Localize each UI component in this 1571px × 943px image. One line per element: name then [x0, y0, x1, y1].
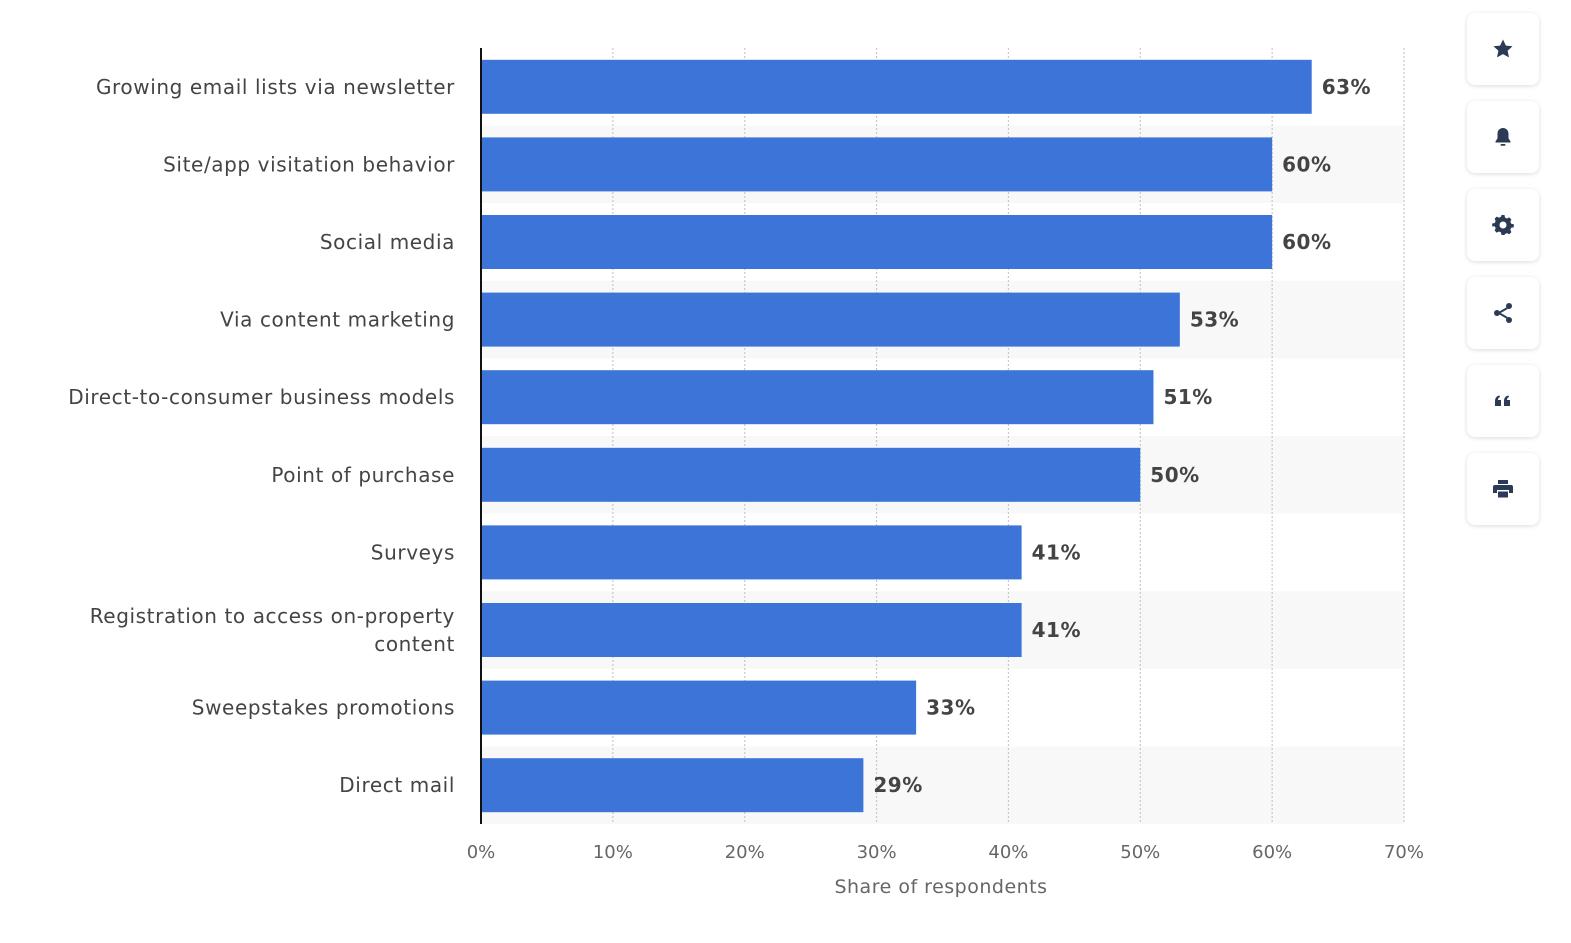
x-tick-label: 10% [593, 842, 633, 863]
value-label: 51% [1163, 385, 1212, 409]
category-labels: Growing email lists via newsletter Site/a… [68, 75, 455, 797]
value-label: 50% [1150, 463, 1199, 487]
value-label: 63% [1322, 75, 1371, 99]
value-label: 41% [1032, 540, 1081, 564]
x-tick-label: 30% [857, 842, 897, 863]
category-label: Registration to access on-property [90, 604, 455, 628]
category-label: Growing email lists via newsletter [96, 75, 455, 99]
printer-icon [1493, 480, 1513, 498]
x-tick-label: 70% [1384, 842, 1424, 863]
category-label: Surveys [371, 540, 455, 564]
value-label: 33% [926, 696, 975, 720]
x-axis-label: Share of respondents [834, 876, 1047, 898]
bar[interactable] [481, 292, 1180, 347]
bar[interactable] [481, 525, 1022, 580]
x-tick-label: 0% [467, 842, 496, 863]
category-label: Sweepstakes promotions [192, 696, 455, 720]
bar[interactable] [481, 370, 1154, 425]
category-label: Direct-to-consumer business models [68, 385, 455, 409]
chart-toolbar [1467, 13, 1539, 541]
x-tick-label: 60% [1252, 842, 1292, 863]
bar[interactable] [481, 59, 1312, 114]
star-icon [1493, 39, 1513, 58]
bar[interactable] [481, 603, 1022, 657]
value-label: 41% [1032, 618, 1081, 642]
print-button[interactable] [1467, 453, 1539, 525]
value-labels: 63% 60% 60% 53% 51% 50% 41% 41% 33% 29% [873, 75, 1371, 797]
category-label: Social media [320, 230, 455, 254]
cite-button[interactable] [1467, 365, 1539, 437]
notification-button[interactable] [1467, 101, 1539, 173]
bar[interactable] [481, 215, 1273, 269]
x-tick-label: 20% [725, 842, 765, 863]
favorite-button[interactable] [1467, 13, 1539, 85]
bar[interactable] [481, 137, 1273, 192]
share-icon [1494, 303, 1512, 323]
quote-icon [1495, 395, 1510, 406]
category-label: content [374, 632, 455, 656]
x-tick-labels: 0% 10% 20% 30% 40% 50% 60% 70% [467, 842, 1424, 863]
x-tick-label: 40% [988, 842, 1028, 863]
bar[interactable] [481, 680, 917, 735]
value-label: 29% [873, 773, 922, 797]
bar-chart: 63% 60% 60% 53% 51% 50% 41% 41% 33% 29% Growing e… [68, 48, 1424, 898]
x-tick-label: 50% [1120, 842, 1160, 863]
category-label: Site/app visitation behavior [163, 152, 455, 176]
category-label: Direct mail [339, 773, 455, 797]
share-button[interactable] [1467, 277, 1539, 349]
bar[interactable] [481, 758, 864, 813]
bar[interactable] [481, 447, 1141, 502]
value-label: 60% [1282, 152, 1331, 176]
value-label: 60% [1282, 230, 1331, 254]
bars [481, 59, 1312, 813]
bell-icon [1495, 128, 1511, 146]
settings-button[interactable] [1467, 189, 1539, 261]
category-label: Via content marketing [220, 308, 455, 332]
gear-icon [1492, 215, 1514, 235]
category-label: Point of purchase [271, 463, 455, 487]
value-label: 53% [1190, 308, 1239, 332]
